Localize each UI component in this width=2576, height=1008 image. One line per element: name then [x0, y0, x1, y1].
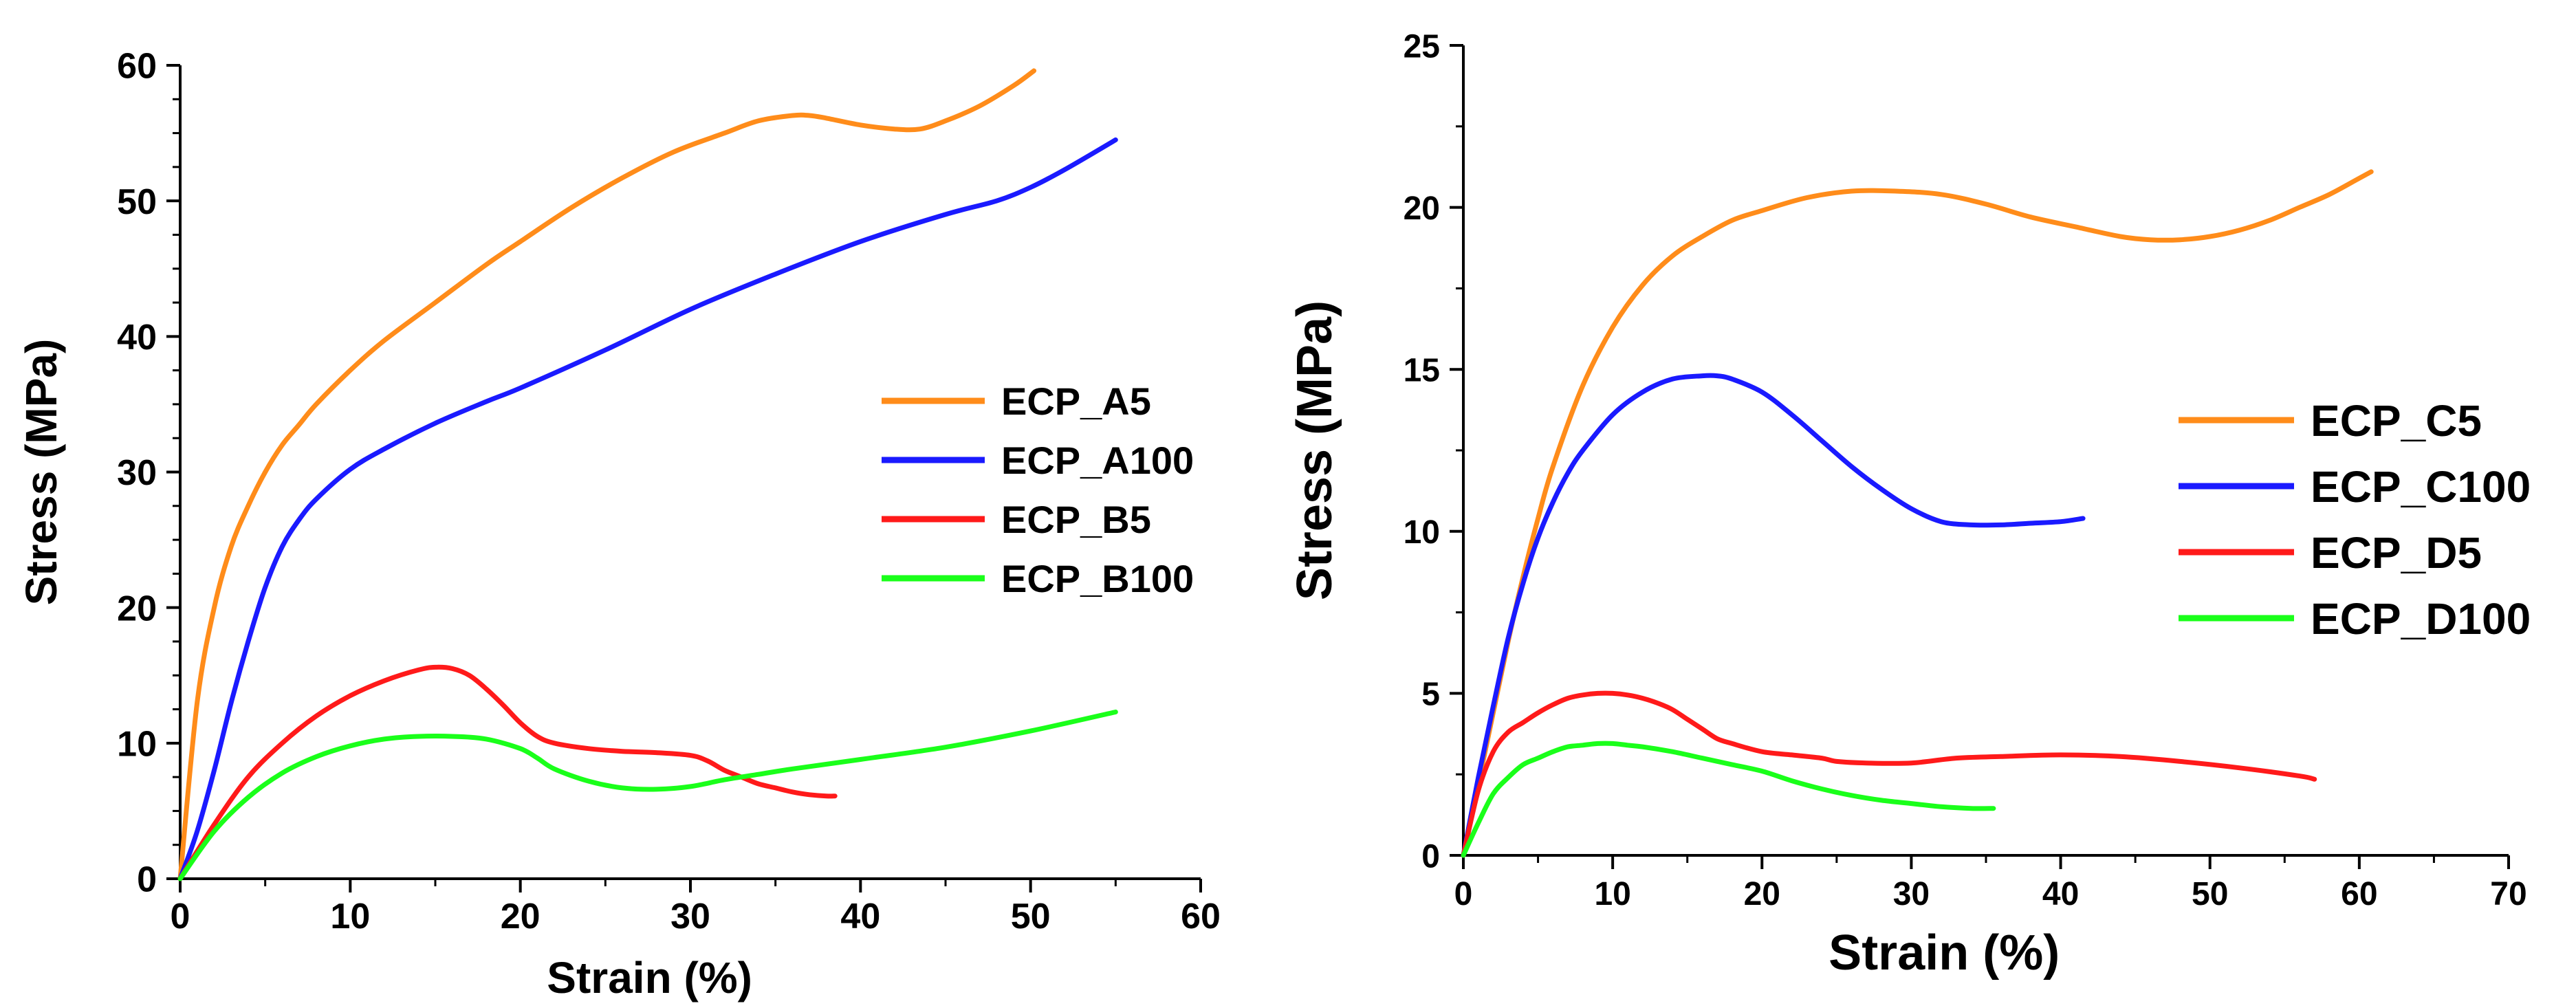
x-tick-label: 10 — [1594, 876, 1630, 912]
legend: ECP_A5 ECP_A100 ECP_B5 ECP_B100 — [882, 380, 1194, 600]
legend-label-ecp-c100: ECP_C100 — [2311, 462, 2531, 512]
y-axis-title: Stress (MPa) — [1287, 300, 1342, 600]
x-tick-label: 0 — [171, 897, 190, 936]
series-line-ecp-d100 — [1461, 741, 1996, 858]
chart-left: 0 10 20 30 40 50 60 0 10 20 30 40 50 60 Strain (%) Stre… — [17, 47, 1221, 1002]
x-tick-label: 50 — [2192, 876, 2228, 912]
y-tick-label: 60 — [117, 47, 157, 87]
x-tick-label: 40 — [840, 897, 880, 936]
legend-label-ecp-a5: ECP_A5 — [1001, 380, 1151, 423]
y-tick-label: 10 — [117, 725, 157, 765]
series-line-ecp-b100 — [177, 710, 1118, 881]
series-line-ecp-c100 — [1461, 373, 2086, 858]
x-tick-label: 20 — [501, 897, 541, 936]
chart-right: 0 10 20 30 40 50 60 70 0 5 10 15 20 25 Strain (%) Stres… — [1287, 28, 2531, 980]
series-line-ecp-b5 — [177, 664, 838, 881]
legend-label-ecp-b100: ECP_B100 — [1001, 557, 1194, 600]
legend-label-ecp-c5: ECP_C5 — [2311, 396, 2482, 446]
y-tick-label: 15 — [1404, 352, 1440, 388]
legend-label-ecp-a100: ECP_A100 — [1001, 439, 1194, 482]
x-tick-label: 10 — [330, 897, 370, 936]
legend: ECP_C5 ECP_C100 ECP_D5 ECP_D100 — [2179, 396, 2531, 644]
y-tick-label: 20 — [1404, 190, 1440, 227]
x-tick-label: 30 — [1893, 876, 1930, 912]
x-axis-title: Strain (%) — [1829, 925, 2060, 980]
x-tick-label: 20 — [1744, 876, 1780, 912]
series-line-ecp-d5 — [1461, 690, 2317, 858]
series-line-ecp-a100 — [177, 137, 1118, 881]
x-tick-label: 70 — [2490, 876, 2526, 912]
y-tick-label: 40 — [117, 318, 157, 358]
legend-label-ecp-d100: ECP_D100 — [2311, 594, 2531, 644]
x-tick-label: 40 — [2042, 876, 2079, 912]
x-axis-title: Strain (%) — [547, 953, 752, 1002]
y-tick-label: 0 — [137, 860, 157, 900]
y-tick-label: 25 — [1404, 28, 1440, 65]
series-line-ecp-c5 — [1461, 169, 2374, 858]
x-tick-label: 30 — [670, 897, 710, 936]
y-tick-label: 5 — [1421, 677, 1440, 713]
x-tick-label: 60 — [2341, 876, 2377, 912]
y-tick-label: 30 — [117, 453, 157, 493]
legend-label-ecp-b5: ECP_B5 — [1001, 498, 1151, 541]
y-tick-label: 0 — [1421, 838, 1440, 875]
series-line-ecp-a5 — [177, 68, 1037, 881]
y-tick-label: 10 — [1404, 514, 1440, 551]
y-tick-label: 20 — [117, 589, 157, 628]
legend-label-ecp-d5: ECP_D5 — [2311, 528, 2482, 578]
x-tick-label: 0 — [1454, 876, 1473, 912]
y-tick-label: 50 — [117, 182, 157, 222]
x-tick-label: 50 — [1011, 897, 1051, 936]
x-tick-label: 60 — [1181, 897, 1221, 936]
y-axis-title: Stress (MPa) — [17, 339, 66, 606]
